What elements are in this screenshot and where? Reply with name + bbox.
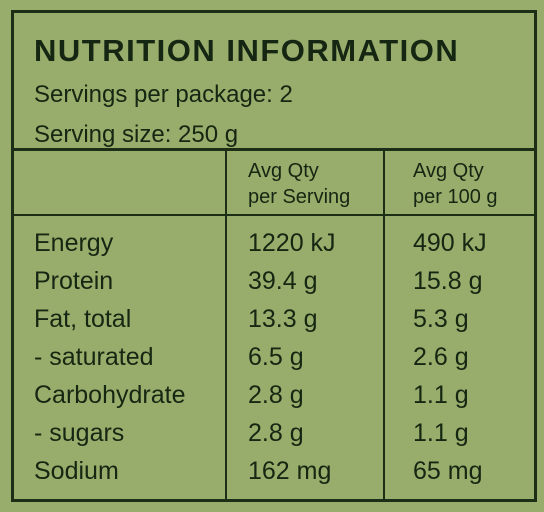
table-row: Energy 1220 kJ 490 kJ (14, 225, 534, 263)
table-row: - saturated 6.5 g 2.6 g (14, 339, 534, 377)
per-serving-value: 162 mg (248, 457, 332, 485)
nutrient-name: Energy (34, 229, 114, 257)
per-100g-value: 1.1 g (413, 381, 469, 409)
column-header-divider (14, 214, 534, 216)
per-serving-value: 1220 kJ (248, 229, 336, 257)
nutrient-name: Fat, total (34, 305, 132, 333)
column-header-per-serving-line2: per Serving (248, 186, 351, 208)
table-row: Protein 39.4 g 15.8 g (14, 263, 534, 301)
nutrient-name: Sodium (34, 457, 119, 485)
table-row: Sodium 162 mg 65 mg (14, 453, 534, 491)
per-serving-value: 2.8 g (248, 419, 304, 447)
column-header-per-serving-line1: Avg Qty (248, 160, 319, 182)
servings-per-package: Servings per package: 2 (34, 81, 293, 108)
column-divider-1 (225, 151, 227, 499)
column-header-per-100g-line2: per 100 g (413, 186, 498, 208)
per-100g-value: 1.1 g (413, 419, 469, 447)
table-row: Carbohydrate 2.8 g 1.1 g (14, 377, 534, 415)
serving-size: Serving size: 250 g (34, 121, 239, 148)
nutrient-name: - sugars (34, 419, 125, 447)
table-row: Fat, total 13.3 g 5.3 g (14, 301, 534, 339)
column-header-per-100g-line1: Avg Qty (413, 160, 484, 182)
nutrient-name: - saturated (34, 343, 154, 371)
nutrient-name: Carbohydrate (34, 381, 186, 409)
per-serving-value: 2.8 g (248, 381, 304, 409)
per-serving-value: 13.3 g (248, 305, 318, 333)
nutrient-name: Protein (34, 267, 114, 295)
header-divider (14, 148, 534, 151)
per-100g-value: 490 kJ (413, 229, 487, 257)
per-100g-value: 15.8 g (413, 267, 483, 295)
table-row: - sugars 2.8 g 1.1 g (14, 415, 534, 453)
per-100g-value: 5.3 g (413, 305, 469, 333)
column-header-per-100g: Avg Qty per 100 g (413, 158, 498, 210)
column-divider-2 (383, 151, 385, 499)
per-serving-value: 39.4 g (248, 267, 318, 295)
column-header-per-serving: Avg Qty per Serving (248, 158, 350, 210)
per-serving-value: 6.5 g (248, 343, 304, 371)
per-100g-value: 65 mg (413, 457, 483, 485)
per-100g-value: 2.6 g (413, 343, 469, 371)
panel-title: NUTRITION INFORMATION (34, 33, 460, 68)
nutrition-panel: NUTRITION INFORMATION Servings per packa… (11, 10, 537, 502)
